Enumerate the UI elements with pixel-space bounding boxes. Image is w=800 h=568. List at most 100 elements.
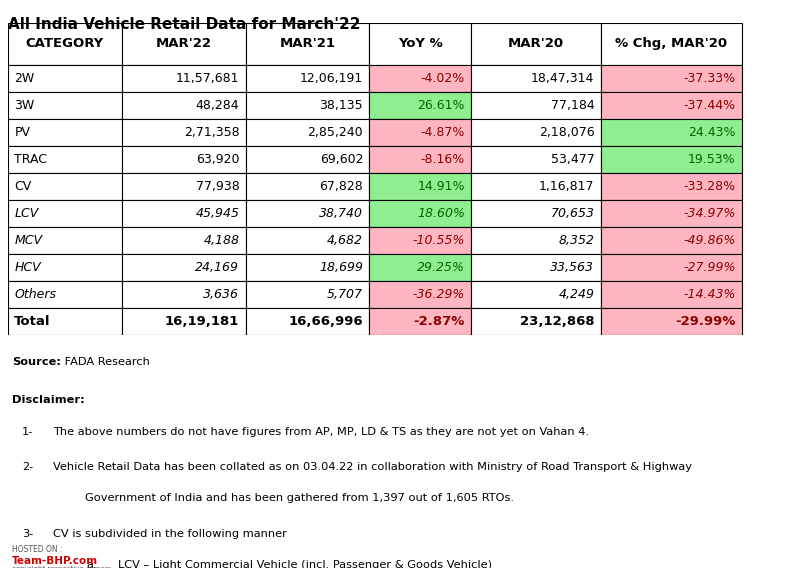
Text: 1-: 1-	[22, 427, 34, 437]
FancyBboxPatch shape	[601, 146, 742, 173]
Text: MCV: MCV	[14, 234, 42, 247]
FancyBboxPatch shape	[471, 92, 601, 119]
FancyBboxPatch shape	[601, 200, 742, 227]
Text: 8,352: 8,352	[558, 234, 594, 247]
Text: FADA Research: FADA Research	[62, 357, 150, 367]
FancyBboxPatch shape	[601, 92, 742, 119]
Text: 16,66,996: 16,66,996	[289, 315, 363, 328]
FancyBboxPatch shape	[370, 308, 471, 335]
FancyBboxPatch shape	[370, 254, 471, 281]
Text: 29.25%: 29.25%	[417, 261, 465, 274]
Text: Disclaimer:: Disclaimer:	[12, 395, 85, 406]
Text: -33.28%: -33.28%	[683, 180, 735, 193]
FancyBboxPatch shape	[122, 173, 246, 200]
Text: Vehicle Retail Data has been collated as on 03.04.22 in collaboration with Minis: Vehicle Retail Data has been collated as…	[54, 462, 693, 473]
Text: 5,707: 5,707	[327, 288, 363, 301]
Text: 63,920: 63,920	[196, 153, 239, 166]
Text: HOSTED ON :: HOSTED ON :	[12, 545, 62, 554]
Text: 4,188: 4,188	[203, 234, 239, 247]
Text: -10.55%: -10.55%	[413, 234, 465, 247]
Text: 4,249: 4,249	[558, 288, 594, 301]
FancyBboxPatch shape	[8, 92, 122, 119]
FancyBboxPatch shape	[471, 23, 601, 65]
Text: 48,284: 48,284	[196, 99, 239, 112]
FancyBboxPatch shape	[471, 254, 601, 281]
FancyBboxPatch shape	[246, 23, 370, 65]
FancyBboxPatch shape	[471, 281, 601, 308]
Text: 2,85,240: 2,85,240	[307, 126, 363, 139]
FancyBboxPatch shape	[246, 92, 370, 119]
Text: Source:: Source:	[12, 357, 61, 367]
FancyBboxPatch shape	[246, 200, 370, 227]
FancyBboxPatch shape	[122, 119, 246, 146]
Text: MAR'22: MAR'22	[156, 37, 212, 51]
FancyBboxPatch shape	[8, 173, 122, 200]
FancyBboxPatch shape	[471, 146, 601, 173]
Text: 70,653: 70,653	[550, 207, 594, 220]
Text: Total: Total	[14, 315, 50, 328]
FancyBboxPatch shape	[122, 200, 246, 227]
Text: LCV: LCV	[14, 207, 38, 220]
Text: 38,135: 38,135	[319, 99, 363, 112]
Text: 67,828: 67,828	[319, 180, 363, 193]
Text: 2-: 2-	[22, 462, 34, 473]
FancyBboxPatch shape	[370, 92, 471, 119]
FancyBboxPatch shape	[8, 200, 122, 227]
Text: 2,18,076: 2,18,076	[539, 126, 594, 139]
FancyBboxPatch shape	[8, 254, 122, 281]
FancyBboxPatch shape	[601, 65, 742, 92]
Text: MAR'20: MAR'20	[508, 37, 564, 51]
FancyBboxPatch shape	[8, 281, 122, 308]
Text: CATEGORY: CATEGORY	[26, 37, 104, 51]
FancyBboxPatch shape	[122, 254, 246, 281]
Text: 69,602: 69,602	[320, 153, 363, 166]
FancyBboxPatch shape	[122, 146, 246, 173]
Text: 24.43%: 24.43%	[688, 126, 735, 139]
Text: 3,636: 3,636	[203, 288, 239, 301]
FancyBboxPatch shape	[246, 308, 370, 335]
FancyBboxPatch shape	[122, 281, 246, 308]
Text: 3W: 3W	[14, 99, 34, 112]
Text: All India Vehicle Retail Data for March'22: All India Vehicle Retail Data for March'…	[8, 17, 361, 32]
FancyBboxPatch shape	[471, 308, 601, 335]
FancyBboxPatch shape	[471, 119, 601, 146]
Text: 38,740: 38,740	[319, 207, 363, 220]
Text: PV: PV	[14, 126, 30, 139]
Text: -34.97%: -34.97%	[683, 207, 735, 220]
FancyBboxPatch shape	[601, 227, 742, 254]
FancyBboxPatch shape	[601, 308, 742, 335]
Text: Government of India and has been gathered from 1,397 out of 1,605 RTOs.: Government of India and has been gathere…	[85, 493, 514, 503]
FancyBboxPatch shape	[370, 173, 471, 200]
FancyBboxPatch shape	[471, 65, 601, 92]
Text: 26.61%: 26.61%	[418, 99, 465, 112]
Text: CV: CV	[14, 180, 31, 193]
FancyBboxPatch shape	[246, 281, 370, 308]
Text: 77,938: 77,938	[195, 180, 239, 193]
Text: 1,16,817: 1,16,817	[539, 180, 594, 193]
FancyBboxPatch shape	[8, 65, 122, 92]
Text: 3-: 3-	[22, 529, 34, 540]
FancyBboxPatch shape	[246, 254, 370, 281]
Text: -27.99%: -27.99%	[683, 261, 735, 274]
Text: -4.87%: -4.87%	[421, 126, 465, 139]
FancyBboxPatch shape	[246, 119, 370, 146]
Text: 18.60%: 18.60%	[417, 207, 465, 220]
Text: HCV: HCV	[14, 261, 41, 274]
Text: 14.91%: 14.91%	[418, 180, 465, 193]
Text: 18,47,314: 18,47,314	[531, 72, 594, 85]
FancyBboxPatch shape	[8, 308, 122, 335]
Text: -8.16%: -8.16%	[421, 153, 465, 166]
Text: 19.53%: 19.53%	[688, 153, 735, 166]
Text: 4,682: 4,682	[327, 234, 363, 247]
Text: 12,06,191: 12,06,191	[300, 72, 363, 85]
FancyBboxPatch shape	[370, 227, 471, 254]
FancyBboxPatch shape	[370, 281, 471, 308]
FancyBboxPatch shape	[471, 227, 601, 254]
FancyBboxPatch shape	[246, 173, 370, 200]
Text: 53,477: 53,477	[550, 153, 594, 166]
Text: Team-BHP.com: Team-BHP.com	[12, 556, 98, 566]
Text: 11,57,681: 11,57,681	[176, 72, 239, 85]
FancyBboxPatch shape	[8, 23, 122, 65]
Text: -14.43%: -14.43%	[683, 288, 735, 301]
FancyBboxPatch shape	[370, 65, 471, 92]
